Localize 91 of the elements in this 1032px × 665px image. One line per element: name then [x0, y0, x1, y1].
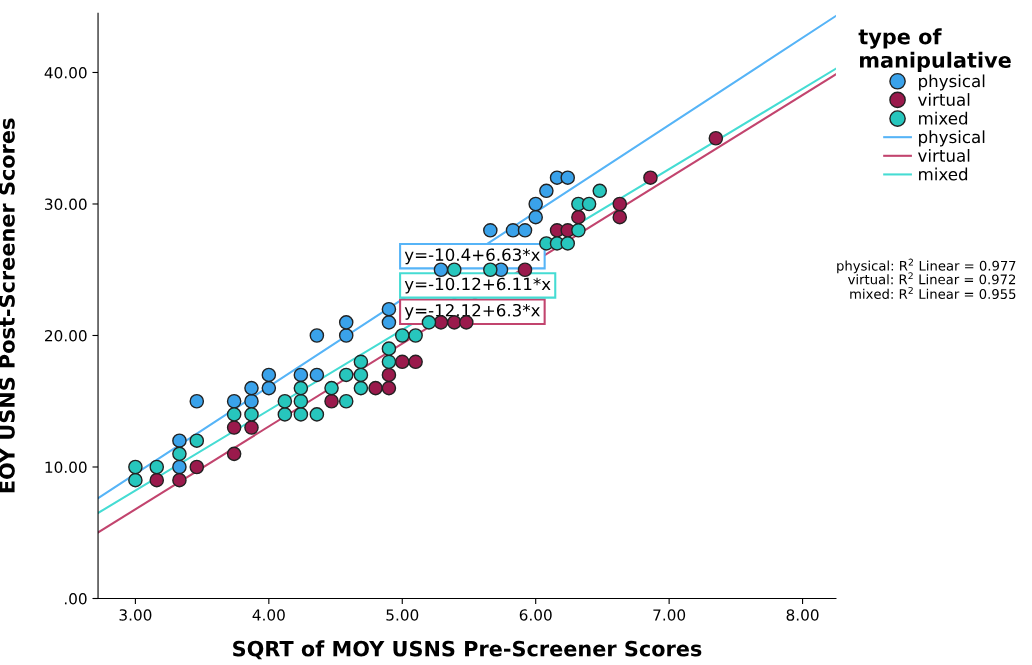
point: [353, 380, 369, 396]
point: [381, 301, 397, 317]
y-tick-label: 10.00: [45, 461, 87, 474]
point: [368, 380, 383, 396]
point: [324, 393, 339, 409]
point: [172, 433, 187, 448]
point: [381, 315, 397, 330]
x-tick-label: 4.00: [252, 609, 285, 621]
point: [226, 407, 242, 422]
x-tick-label: 8.00: [786, 609, 819, 621]
point: [309, 328, 325, 343]
point: [293, 393, 309, 409]
point: [293, 407, 309, 422]
point: [244, 420, 259, 435]
x-tick-label: 6.00: [519, 609, 552, 621]
point: [394, 328, 410, 343]
point: [277, 393, 293, 409]
y-axis-title: EOY USNS Post-Screener Scores: [0, 118, 15, 493]
point: [408, 354, 423, 370]
point: [353, 354, 369, 370]
x-tick-label: 5.00: [386, 609, 419, 621]
point: [172, 459, 187, 475]
point: [560, 236, 576, 251]
point: [338, 393, 354, 409]
point: [571, 222, 586, 238]
point: [261, 380, 277, 396]
point: [517, 222, 533, 238]
point: [338, 315, 354, 330]
y-tick-label: 40.00: [44, 66, 87, 79]
point: [277, 407, 293, 422]
text: mixed: R$^{2}$ Linear = 0.955: [850, 286, 1016, 299]
y-tick-label: .00: [64, 592, 87, 605]
point: [581, 196, 597, 212]
y-tick-label: 30.00: [45, 198, 87, 210]
point: [381, 341, 397, 356]
point: [338, 328, 354, 343]
point: [149, 472, 165, 488]
legend-label: physical: [919, 130, 985, 147]
point: [381, 367, 397, 383]
point: [293, 367, 309, 383]
point: [128, 472, 143, 488]
legend-label: virtual: [918, 148, 970, 162]
point: [381, 380, 397, 396]
point: [528, 209, 543, 225]
point: [149, 459, 165, 475]
x-tick-label: 3.00: [119, 609, 152, 621]
y-tick-label: 20.00: [45, 329, 87, 342]
point: [172, 446, 187, 462]
point: [353, 367, 369, 383]
point: [571, 209, 586, 225]
point: [293, 380, 309, 396]
point: [338, 367, 354, 383]
point: [244, 380, 259, 396]
point: [172, 472, 187, 488]
point: [261, 367, 277, 383]
point: [483, 222, 498, 238]
point: [226, 446, 242, 462]
point: [189, 393, 205, 409]
point: [528, 196, 543, 212]
x-tick-label: 7.00: [653, 609, 686, 621]
point: [394, 354, 410, 370]
point: [309, 367, 325, 383]
point: [612, 209, 628, 225]
text: virtual: R$^{2}$ Linear = 0.972: [848, 272, 1016, 285]
legend-label: physical: [919, 74, 985, 91]
legend-label: mixed: [919, 167, 968, 181]
x-axis-title: SQRT of MOY USNS Pre-Screener Scores: [233, 640, 702, 660]
point: [612, 196, 628, 212]
point: [408, 328, 423, 343]
annotation: y=-10.4+6.63*x: [404, 248, 540, 265]
legend-label: mixed: [919, 111, 968, 125]
legend-label: virtual: [918, 93, 970, 106]
point: [244, 407, 259, 422]
legend-title: type of manipulative: [858, 28, 1011, 72]
point: [324, 380, 339, 396]
point: [539, 183, 554, 199]
point: [505, 222, 521, 238]
point: [643, 170, 658, 185]
point: [189, 433, 205, 448]
annotation: y=-12.12+6.3*x: [404, 303, 540, 320]
point: [381, 354, 397, 370]
point: [309, 407, 325, 422]
point: [708, 130, 724, 146]
point: [592, 183, 608, 199]
point: [560, 170, 576, 185]
annotation: y=-10.12+6.11*x: [404, 277, 551, 294]
point: [189, 459, 205, 475]
point: [226, 420, 242, 435]
point: [226, 393, 242, 409]
point: [244, 393, 259, 409]
point: [128, 459, 143, 475]
